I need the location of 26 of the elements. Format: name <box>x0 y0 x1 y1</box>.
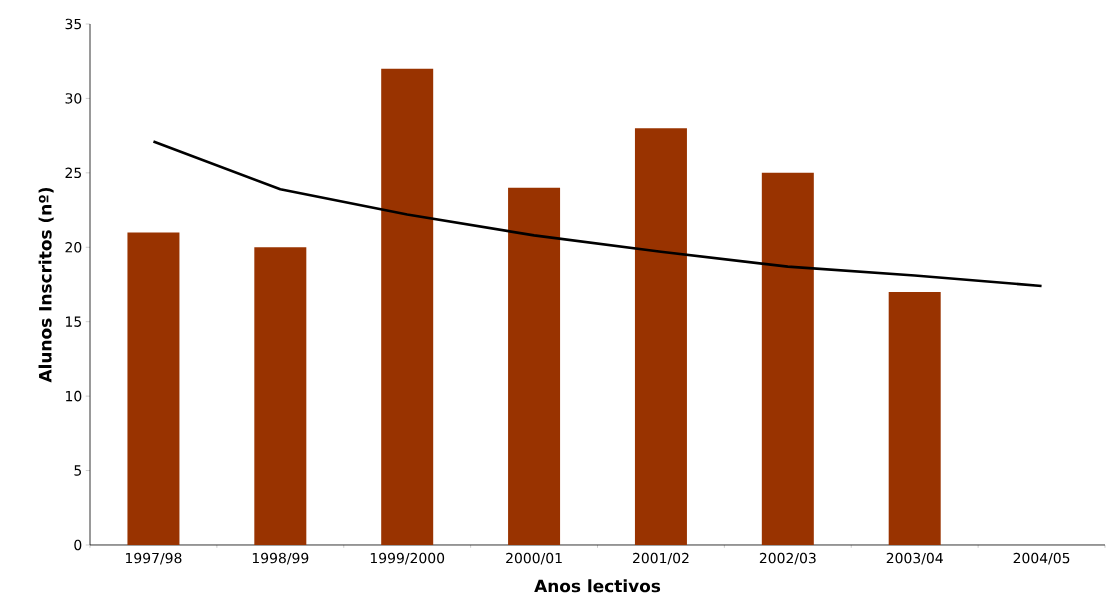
x-tick-label: 2004/05 <box>1013 552 1070 565</box>
y-tick-label: 15 <box>66 316 82 327</box>
x-tick-label: 2003/04 <box>886 552 943 565</box>
bar <box>888 291 941 545</box>
y-tick-label: 30 <box>65 93 82 104</box>
line-series <box>152 140 1043 288</box>
bar <box>381 68 434 545</box>
x-tick-label: 1999/2000 <box>370 552 445 565</box>
x-tick-label: 2002/03 <box>759 552 816 565</box>
y-tick-label: 25 <box>65 167 82 179</box>
x-tick-label: 1997/98 <box>126 552 182 565</box>
bar <box>127 232 180 545</box>
y-tick-label: 10 <box>66 390 82 402</box>
y-tick-label: 0 <box>74 539 82 551</box>
x-tick-label: 2001/02 <box>632 552 689 565</box>
bar <box>634 128 687 545</box>
x-axis-title: Anos lectivos <box>534 579 661 593</box>
x-tick-label: 2000/01 <box>506 552 562 565</box>
bar <box>254 247 307 545</box>
y-tick-label: 5 <box>74 465 82 476</box>
bar <box>508 187 561 545</box>
y-tick-label: 20 <box>65 241 82 253</box>
y-tick-label: 35 <box>65 18 82 30</box>
y-axis-title: Alunos Inscritos (nº) <box>38 187 54 383</box>
bar <box>761 172 814 545</box>
x-tick-label: 1998/99 <box>252 552 309 565</box>
